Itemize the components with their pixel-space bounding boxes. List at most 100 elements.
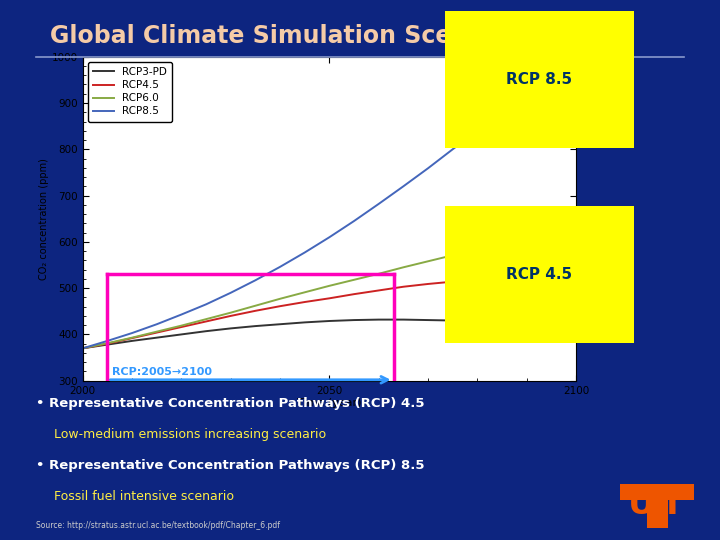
RCP6.0: [276, 295, 284, 302]
RCP6.0: [128, 334, 137, 341]
RCP8.5: [103, 338, 112, 344]
RCP8.5: [153, 321, 161, 327]
RCP6.0: [202, 316, 210, 322]
RCP3-PD: [227, 325, 235, 332]
RCP3-PD: [103, 341, 112, 348]
Text: RCP 4.5: RCP 4.5: [506, 267, 572, 282]
RCP3-PD: [473, 318, 482, 325]
RCP4.5: [251, 308, 260, 314]
Line: RCP4.5: RCP4.5: [83, 274, 576, 348]
RCP4.5: [325, 295, 333, 301]
RCP6.0: [251, 302, 260, 309]
Text: Global Climate Simulation Scenarios: Global Climate Simulation Scenarios: [50, 24, 535, 48]
RCP3-PD: [300, 319, 309, 326]
RCP3-PD: [399, 316, 408, 323]
RCP3-PD: [547, 321, 556, 328]
RCP6.0: [523, 237, 531, 243]
RCP6.0: [78, 345, 87, 352]
RCP3-PD: [449, 318, 457, 324]
RCP8.5: [276, 264, 284, 270]
RCP4.5: [350, 291, 359, 298]
RCP3-PD: [572, 323, 580, 329]
RCP8.5: [374, 201, 383, 207]
RCP8.5: [449, 146, 457, 152]
RCP3-PD: [128, 338, 137, 344]
RCP3-PD: [177, 331, 186, 338]
RCP4.5: [473, 276, 482, 283]
Text: U: U: [628, 488, 655, 521]
RCP8.5: [227, 289, 235, 296]
Text: Source: http://stratus.astr.ucl.ac.be/textbook/pdf/Chapter_6.pdf: Source: http://stratus.astr.ucl.ac.be/te…: [36, 521, 280, 530]
RCP8.5: [399, 183, 408, 190]
RCP6.0: [103, 340, 112, 347]
RCP4.5: [572, 271, 580, 278]
RCP8.5: [325, 234, 333, 240]
RCP4.5: [374, 287, 383, 294]
Line: RCP6.0: RCP6.0: [83, 231, 576, 348]
Bar: [647, 497, 667, 528]
RCP8.5: [498, 110, 506, 116]
RCP8.5: [523, 95, 531, 102]
RCP4.5: [227, 313, 235, 319]
RCP4.5: [153, 329, 161, 336]
RCP3-PD: [153, 334, 161, 341]
RCP3-PD: [78, 345, 87, 352]
RCP6.0: [350, 276, 359, 283]
RCP4.5: [424, 281, 433, 287]
RCP8.5: [177, 311, 186, 318]
RCP8.5: [350, 218, 359, 224]
Line: RCP3-PD: RCP3-PD: [83, 320, 576, 348]
RCP4.5: [399, 284, 408, 290]
RCP8.5: [202, 301, 210, 308]
RCP6.0: [227, 309, 235, 316]
Text: • Representative Concentration Pathways (RCP) 4.5: • Representative Concentration Pathways …: [36, 397, 425, 410]
Text: RCP:2005→2100: RCP:2005→2100: [112, 367, 212, 377]
RCP4.5: [128, 335, 137, 341]
Bar: [620, 484, 694, 500]
Text: Fossil fuel intensive scenario: Fossil fuel intensive scenario: [54, 490, 234, 503]
Text: T: T: [661, 488, 684, 521]
RCP4.5: [547, 272, 556, 279]
Y-axis label: CO₂ concentration (ppm): CO₂ concentration (ppm): [39, 158, 49, 280]
RCP6.0: [325, 282, 333, 289]
RCP8.5: [547, 86, 556, 92]
RCP3-PD: [276, 321, 284, 327]
RCP4.5: [103, 340, 112, 347]
RCP6.0: [473, 246, 482, 253]
RCP4.5: [78, 345, 87, 352]
RCP3-PD: [251, 323, 260, 329]
RCP3-PD: [523, 321, 531, 327]
RCP6.0: [399, 264, 408, 271]
RCP6.0: [177, 322, 186, 329]
RCP6.0: [424, 258, 433, 265]
RCP3-PD: [350, 317, 359, 323]
RCP8.5: [473, 127, 482, 134]
RCP6.0: [153, 328, 161, 335]
RCP4.5: [498, 275, 506, 282]
Legend: RCP3-PD, RCP4.5, RCP6.0, RCP8.5: RCP3-PD, RCP4.5, RCP6.0, RCP8.5: [88, 62, 173, 122]
RCP4.5: [202, 318, 210, 325]
RCP6.0: [498, 241, 506, 248]
X-axis label: Time (year): Time (year): [297, 399, 361, 408]
RCP8.5: [424, 165, 433, 172]
RCP3-PD: [325, 318, 333, 324]
RCP4.5: [276, 303, 284, 309]
RCP3-PD: [202, 328, 210, 334]
Line: RCP8.5: RCP8.5: [83, 80, 576, 348]
RCP6.0: [449, 252, 457, 259]
Text: RCP 8.5: RCP 8.5: [506, 72, 572, 87]
RCP4.5: [523, 274, 531, 280]
RCP8.5: [572, 77, 580, 83]
RCP8.5: [300, 249, 309, 256]
RCP4.5: [449, 279, 457, 285]
Text: Low-medium emissions increasing scenario: Low-medium emissions increasing scenario: [54, 428, 326, 441]
RCP8.5: [251, 277, 260, 284]
RCP6.0: [300, 289, 309, 295]
Text: • Representative Concentration Pathways (RCP) 8.5: • Representative Concentration Pathways …: [36, 459, 425, 472]
RCP3-PD: [498, 319, 506, 326]
RCP8.5: [128, 330, 137, 336]
RCP3-PD: [424, 317, 433, 323]
RCP6.0: [374, 271, 383, 277]
RCP8.5: [78, 345, 87, 352]
RCP6.0: [547, 232, 556, 239]
